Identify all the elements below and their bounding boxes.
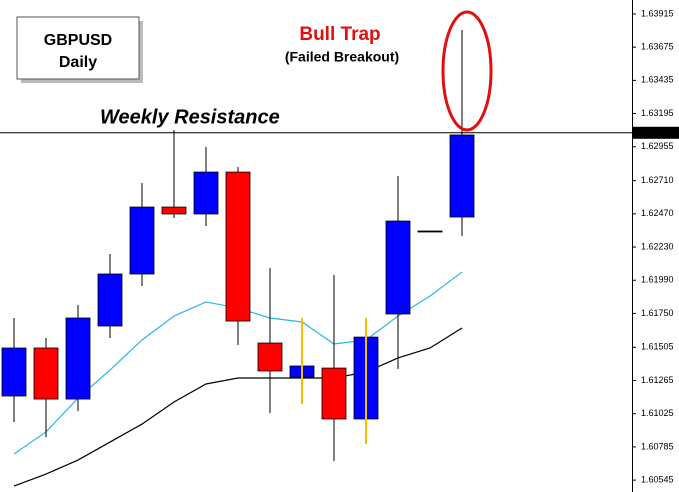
candle-body — [257, 342, 283, 372]
y-tick-label: 1.62470 — [641, 208, 674, 218]
moving-average — [13, 327, 463, 487]
y-tick-label: 1.63435 — [641, 75, 674, 85]
candle-body — [321, 367, 347, 420]
candle-body — [1, 347, 27, 397]
candle-body — [97, 273, 123, 327]
period: Daily — [59, 54, 97, 71]
y-tick-label: 1.63915 — [641, 8, 674, 18]
resistance-label: Weekly Resistance — [100, 106, 280, 128]
candle-body — [161, 206, 187, 215]
y-tick-label: 1.62230 — [641, 241, 674, 251]
candle-body — [65, 317, 91, 400]
trap-note: (Failed Breakout) — [285, 49, 399, 65]
y-tick-label: 1.63195 — [641, 108, 674, 118]
y-tick-label: 1.61990 — [641, 275, 674, 285]
y-tick-label: 1.61505 — [641, 342, 674, 352]
label-box — [16, 16, 140, 80]
price-tag-label: 1.63056 — [641, 127, 674, 137]
plot-area — [0, 30, 632, 487]
symbol: GBPUSD — [44, 32, 112, 49]
candle-body — [225, 171, 251, 322]
candle-body — [449, 134, 475, 218]
y-tick-label: 1.60545 — [641, 474, 674, 484]
candle-body — [129, 206, 155, 275]
y-tick-label: 1.61025 — [641, 408, 674, 418]
candle-body — [193, 171, 219, 215]
y-tick-label: 1.62955 — [641, 141, 674, 151]
candle-body — [385, 220, 411, 315]
y-tick-label: 1.61750 — [641, 308, 674, 318]
candle-body — [417, 230, 443, 233]
price-tag — [633, 126, 679, 139]
y-tick-label: 1.60785 — [641, 441, 674, 451]
y-tick-label: 1.61265 — [641, 375, 674, 385]
highlight-ellipse — [441, 10, 493, 132]
y-tick-label: 1.63675 — [641, 42, 674, 52]
trap-label: Bull Trap — [299, 24, 380, 45]
candle-body — [33, 347, 59, 400]
y-tick-label: 1.62710 — [641, 175, 674, 185]
